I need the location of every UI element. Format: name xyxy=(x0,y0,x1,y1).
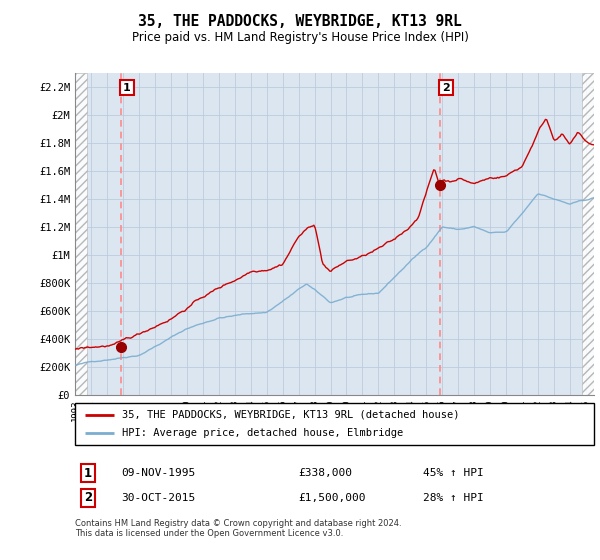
Text: 09-NOV-1995: 09-NOV-1995 xyxy=(122,468,196,478)
Text: £1,500,000: £1,500,000 xyxy=(298,493,365,503)
Text: HPI: Average price, detached house, Elmbridge: HPI: Average price, detached house, Elmb… xyxy=(122,428,403,438)
Text: 28% ↑ HPI: 28% ↑ HPI xyxy=(423,493,484,503)
Bar xyxy=(582,73,594,395)
Text: 30-OCT-2015: 30-OCT-2015 xyxy=(122,493,196,503)
Text: 35, THE PADDOCKS, WEYBRIDGE, KT13 9RL: 35, THE PADDOCKS, WEYBRIDGE, KT13 9RL xyxy=(138,14,462,29)
Text: 1: 1 xyxy=(123,83,131,92)
Text: 2: 2 xyxy=(84,492,92,505)
Text: Price paid vs. HM Land Registry's House Price Index (HPI): Price paid vs. HM Land Registry's House … xyxy=(131,31,469,44)
Text: 1: 1 xyxy=(84,466,92,479)
Text: 45% ↑ HPI: 45% ↑ HPI xyxy=(423,468,484,478)
Text: £338,000: £338,000 xyxy=(298,468,352,478)
Text: Contains HM Land Registry data © Crown copyright and database right 2024.
This d: Contains HM Land Registry data © Crown c… xyxy=(75,519,401,538)
Text: 2: 2 xyxy=(442,83,450,92)
Text: 35, THE PADDOCKS, WEYBRIDGE, KT13 9RL (detached house): 35, THE PADDOCKS, WEYBRIDGE, KT13 9RL (d… xyxy=(122,410,459,420)
Bar xyxy=(75,73,87,395)
